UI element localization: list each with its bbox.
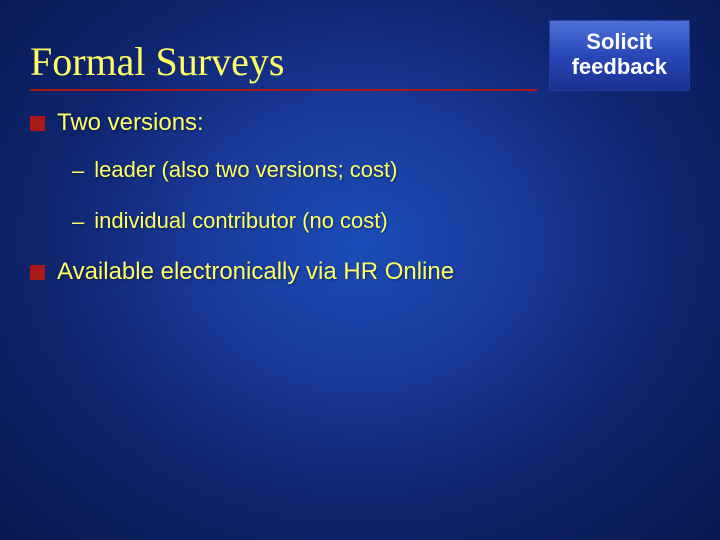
sub-text: individual contributor (no cost): [94, 208, 387, 234]
bullet-item: Available electronically via HR Online: [30, 258, 690, 286]
slide-title: Formal Surveys: [30, 38, 537, 89]
badge-line-2: feedback: [572, 54, 667, 79]
square-bullet-icon: [30, 265, 45, 280]
dash-icon: –: [72, 157, 84, 186]
content-area: Two versions: – leader (also two version…: [0, 91, 720, 286]
dash-icon: –: [72, 208, 84, 237]
sub-text: leader (also two versions; cost): [94, 157, 397, 183]
bullet-item: Two versions:: [30, 109, 690, 137]
phase-badge: Solicit feedback: [549, 20, 690, 91]
sub-item: – individual contributor (no cost): [72, 208, 690, 237]
bullet-text: Two versions:: [57, 109, 204, 137]
header-row: Formal Surveys Solicit feedback: [0, 0, 720, 91]
bullet-text: Available electronically via HR Online: [57, 258, 454, 286]
title-wrap: Formal Surveys: [30, 20, 537, 91]
badge-line-1: Solicit: [572, 29, 667, 54]
square-bullet-icon: [30, 116, 45, 131]
sub-item: – leader (also two versions; cost): [72, 157, 690, 186]
